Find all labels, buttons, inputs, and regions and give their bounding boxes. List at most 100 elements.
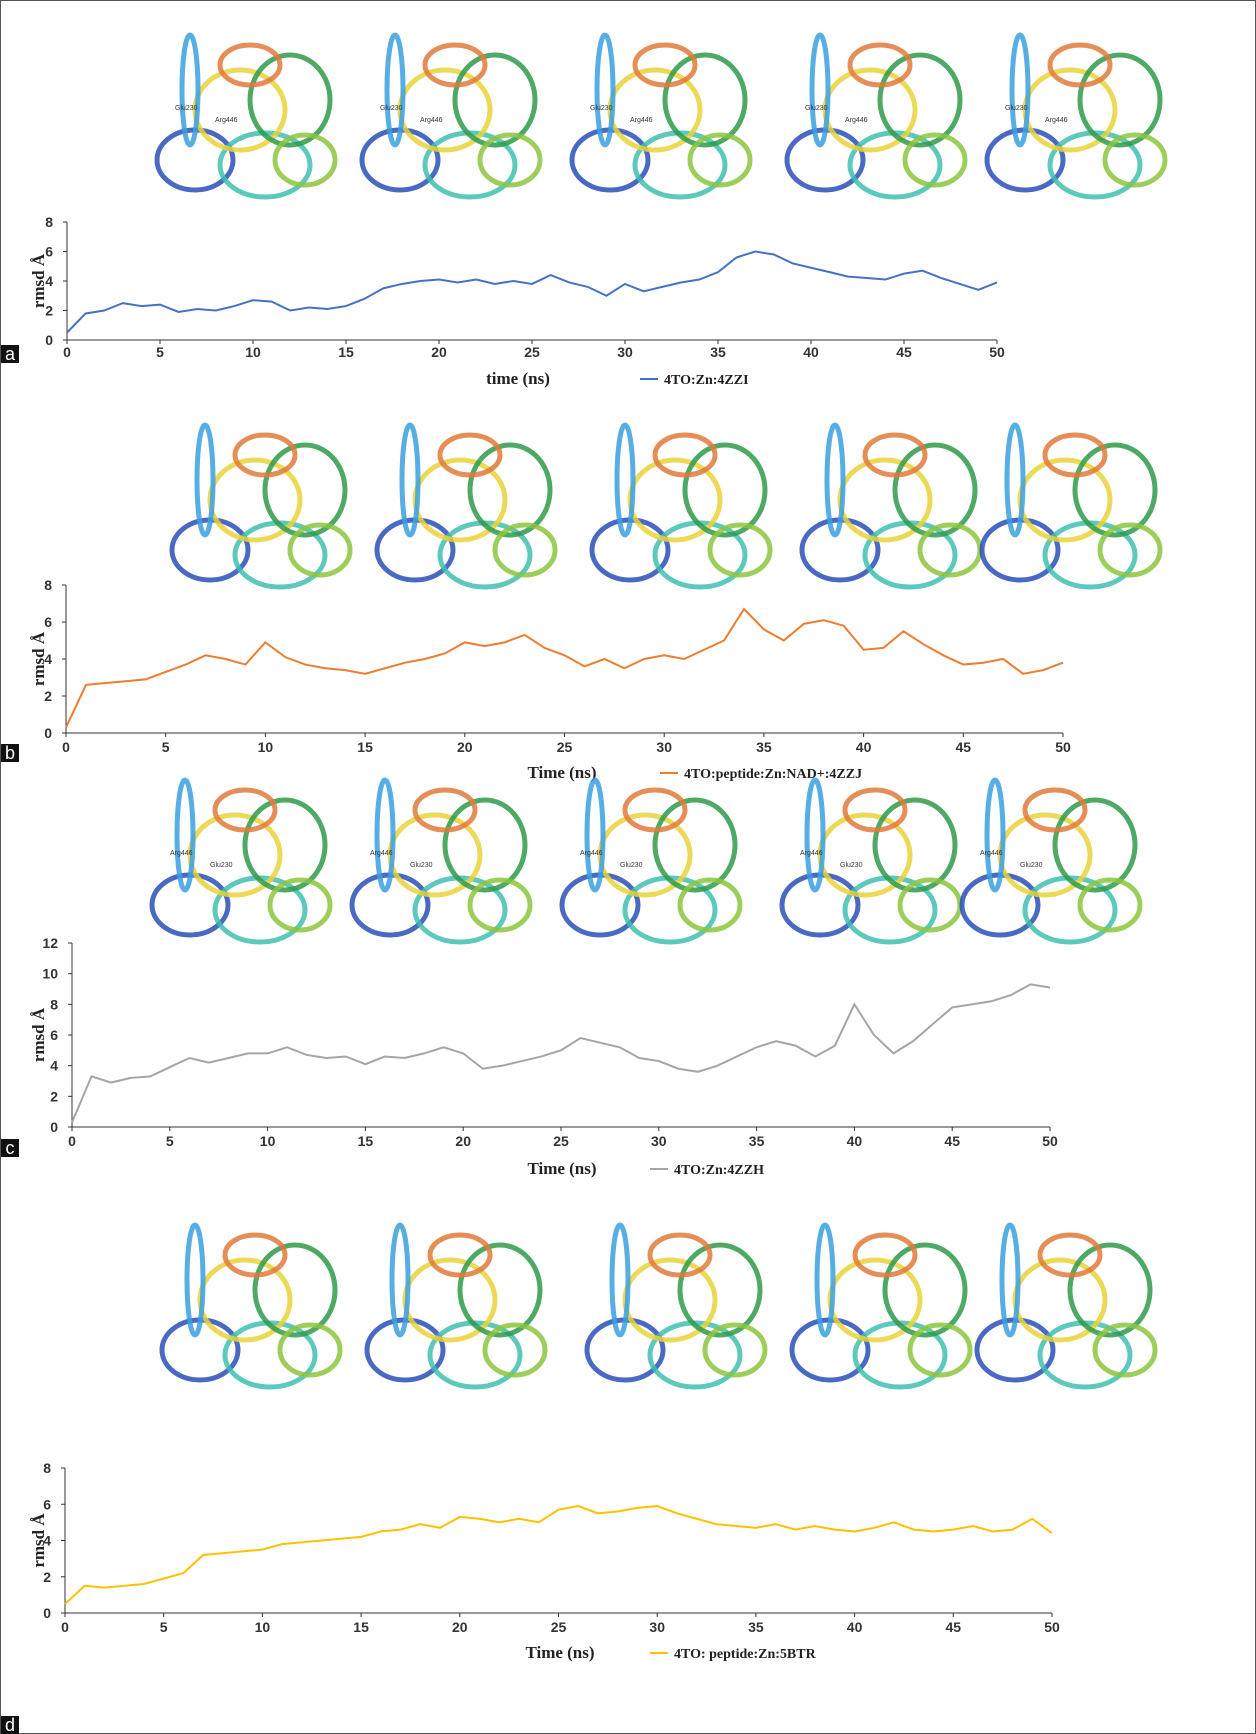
- ribbon: [1092, 1322, 1158, 1378]
- ribbon: [174, 777, 196, 893]
- protein-structure: Glu230 Arg446: [359, 32, 543, 200]
- protein-structure: [364, 1222, 548, 1390]
- ribbon: [809, 32, 831, 148]
- y-tick-label: 4: [50, 1058, 58, 1074]
- ribbon: [804, 777, 826, 893]
- x-tick-label: 20: [455, 1133, 471, 1149]
- ribbon: [1009, 32, 1031, 148]
- residue-label: Arg446: [845, 117, 868, 124]
- x-tick-label: 30: [649, 1619, 665, 1635]
- ribbon: [232, 432, 298, 478]
- ribbon: [652, 432, 718, 478]
- residue-label: Glu230: [805, 105, 828, 112]
- series-line: [66, 250, 998, 334]
- ribbon: [477, 132, 543, 188]
- x-tick-label: 25: [524, 344, 540, 360]
- y-tick-label: 4: [43, 1533, 51, 1549]
- ribbon: [184, 1222, 206, 1338]
- ribbon: [1102, 132, 1168, 188]
- x-tick-label: 35: [756, 739, 772, 755]
- y-tick-label: 0: [43, 1605, 51, 1621]
- x-tick-label: 0: [62, 739, 70, 755]
- x-tick-label: 10: [245, 344, 261, 360]
- ribbon: [1037, 1232, 1103, 1278]
- x-tick-label: 15: [338, 344, 354, 360]
- y-axis-label: rmsd Å: [29, 631, 48, 686]
- ribbon: [262, 442, 348, 538]
- x-tick-label: 30: [651, 1133, 667, 1149]
- ribbon: [457, 1242, 543, 1338]
- x-tick-label: 45: [944, 1133, 960, 1149]
- ribbon: [389, 1222, 411, 1338]
- ribbon: [267, 877, 333, 933]
- ribbon: [707, 522, 773, 578]
- panel-label-box: [1, 345, 19, 363]
- ribbon: [902, 132, 968, 188]
- x-tick-label: 25: [553, 1133, 569, 1149]
- ribbon: [999, 1222, 1021, 1338]
- y-axis-label: rmsd Å: [29, 253, 48, 308]
- panel-label: c: [6, 1138, 15, 1158]
- x-tick-label: 40: [856, 739, 872, 755]
- protein-structure: Arg446 Glu230: [959, 777, 1143, 945]
- residue-label: Arg446: [980, 850, 1003, 857]
- x-axis-label: Time (ns): [527, 1159, 596, 1178]
- x-tick-label: 0: [68, 1133, 76, 1149]
- y-tick-label: 4: [45, 273, 53, 289]
- legend-label: 4TO:peptide:Zn:NAD+:4ZZJ: [684, 767, 862, 782]
- y-tick-label: 8: [50, 996, 58, 1012]
- x-tick-label: 30: [656, 739, 672, 755]
- x-tick-label: 20: [457, 739, 473, 755]
- legend-label: 4TO:Zn:4ZZI: [664, 373, 749, 388]
- protein-structure: Arg446 Glu230: [559, 777, 743, 945]
- panel-label-box: [1, 1716, 19, 1734]
- ribbon: [384, 32, 406, 148]
- protein-structure: Glu230 Arg446: [154, 32, 338, 200]
- series-line: [64, 1505, 1053, 1605]
- ribbon: [652, 797, 738, 893]
- ribbon: [609, 1222, 631, 1338]
- protein-structure: [374, 422, 558, 590]
- legend-label: 4TO: peptide:Zn:5BTR: [674, 1647, 817, 1662]
- y-tick-label: 0: [44, 725, 52, 741]
- y-tick-label: 8: [45, 214, 53, 230]
- residue-label: Glu230: [175, 105, 198, 112]
- residue-label: Glu230: [210, 862, 233, 869]
- x-tick-label: 5: [162, 739, 170, 755]
- x-axis-label: Time (ns): [525, 1643, 594, 1662]
- x-tick-label: 5: [160, 1619, 168, 1635]
- ribbon: [584, 777, 606, 893]
- protein-structure: Arg446 Glu230: [149, 777, 333, 945]
- ribbon: [467, 442, 553, 538]
- ribbon: [682, 442, 768, 538]
- residue-label: Arg446: [215, 117, 238, 124]
- ribbon: [467, 877, 533, 933]
- x-tick-label: 0: [63, 344, 71, 360]
- x-tick-label: 5: [156, 344, 164, 360]
- panel-label: a: [5, 344, 16, 364]
- x-tick-label: 50: [989, 344, 1005, 360]
- ribbon: [814, 1222, 836, 1338]
- legend-label: 4TO:Zn:4ZZH: [674, 1163, 764, 1178]
- x-tick-label: 15: [358, 1133, 374, 1149]
- y-tick-label: 2: [45, 303, 53, 319]
- ribbon: [662, 52, 748, 148]
- residue-label: Glu230: [840, 862, 863, 869]
- protein-structure: [974, 1222, 1158, 1390]
- y-tick-label: 6: [44, 614, 52, 630]
- ribbon: [907, 1322, 973, 1378]
- ribbon: [1097, 522, 1163, 578]
- ribbon: [492, 522, 558, 578]
- y-tick-label: 0: [45, 332, 53, 348]
- residue-label: Arg446: [1045, 117, 1068, 124]
- y-tick-label: 8: [43, 1460, 51, 1476]
- ribbon: [399, 422, 421, 538]
- x-tick-label: 50: [1055, 739, 1071, 755]
- ribbon: [437, 432, 503, 478]
- protein-structure: Glu230 Arg446: [784, 32, 968, 200]
- ribbon: [862, 432, 928, 478]
- protein-structure: [584, 1222, 768, 1390]
- x-tick-label: 40: [847, 1619, 863, 1635]
- x-tick-label: 35: [748, 1619, 764, 1635]
- x-tick-label: 10: [258, 739, 274, 755]
